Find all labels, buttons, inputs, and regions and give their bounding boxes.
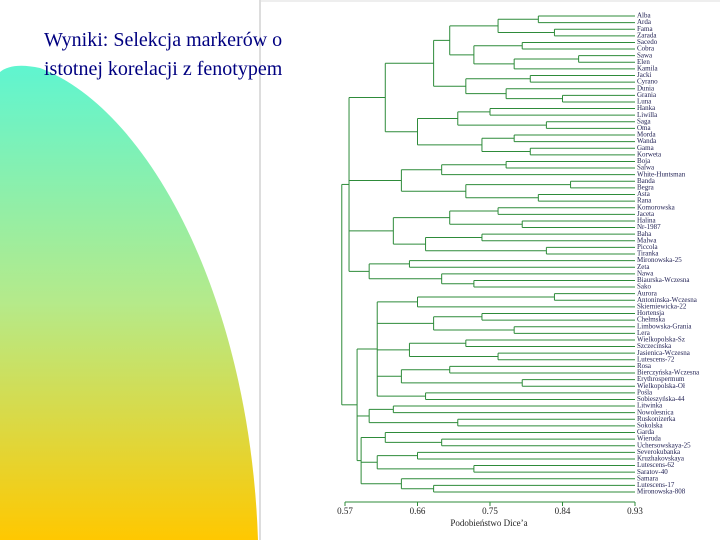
- title-line: Wyniki: Selekcja markerów o: [44, 29, 282, 51]
- leaf-label: Nr-1987: [637, 223, 661, 231]
- x-tick-label: 0.66: [410, 506, 426, 516]
- leaf-label: Rosa: [637, 362, 652, 370]
- leaf-label: Litwinka: [637, 402, 663, 410]
- leaf-label: Cobra: [637, 45, 655, 53]
- leaf-label: Lera: [637, 329, 651, 337]
- leaf-label: Sacedo: [637, 38, 658, 46]
- x-tick-label: 0.57: [337, 506, 353, 516]
- leaf-label: Wanda: [637, 137, 657, 145]
- leaf-label: Begra: [637, 183, 655, 191]
- leaf-label: Salwa: [637, 164, 655, 172]
- leaf-label: Szczecinska: [637, 342, 672, 350]
- leaf-label: Boja: [637, 157, 651, 165]
- leaf-label: Lutescens-17: [637, 481, 675, 489]
- leaf-label: Bierczyńska-Wczesna: [637, 369, 700, 377]
- leaf-label: Jaceta: [637, 210, 655, 218]
- leaf-label: Pośla: [637, 388, 653, 396]
- leaf-label: Tiranka: [637, 250, 659, 258]
- leaf-label: Sawa: [637, 51, 653, 59]
- leaf-label: White-Huntsman: [637, 170, 686, 178]
- leaf-label: Malwa: [637, 236, 657, 244]
- leaf-label: Elen: [637, 58, 650, 66]
- leaf-label: Lutescens-62: [637, 461, 675, 469]
- leaf-label: Wieruda: [637, 435, 662, 443]
- leaf-label: Uchersowskaya-25: [637, 441, 691, 449]
- leaf-label: Luna: [637, 98, 652, 106]
- leaf-label: Severokubanka: [637, 448, 681, 456]
- leaf-label: Halina: [637, 217, 657, 225]
- leaf-label: Alba: [637, 12, 652, 20]
- leaf-label: Saga: [637, 117, 652, 125]
- leaf-label: Morda: [637, 131, 657, 139]
- leaf-label: Skierniewicka-22: [637, 302, 687, 310]
- leaf-label: Arda: [637, 18, 652, 26]
- leaf-label: Limbowska-Grania: [637, 322, 692, 330]
- leaf-label: Lutescens-72: [637, 355, 675, 363]
- leaf-label: Fama: [637, 25, 653, 33]
- leaf-label: Kamila: [637, 64, 658, 72]
- leaf-label: Nawa: [637, 269, 654, 277]
- leaf-label: Biaurska-Wczesna: [637, 276, 690, 284]
- leaf-label: Sobieszyńska-44: [637, 395, 685, 403]
- leaf-label: Ruskonizerka: [637, 415, 676, 423]
- leaf-label: Jasienica-Wczesna: [637, 349, 691, 357]
- leaf-label: Sako: [637, 283, 652, 291]
- leaf-label: Grania: [637, 91, 657, 99]
- leaf-label: Mironowska-25: [637, 256, 682, 264]
- leaf-label: Erythrospermum: [637, 375, 685, 383]
- leaf-label: Chełmska: [637, 316, 666, 324]
- title-line: istotnej korelacji z fenotypem: [44, 58, 283, 80]
- leaf-label: Antoninska-Wczesna: [637, 296, 698, 304]
- leaf-label: Liwilla: [637, 111, 658, 119]
- leaf-label: Piccola: [637, 243, 658, 251]
- leaf-label: Oma: [637, 124, 652, 132]
- leaf-label: Aurora: [637, 289, 658, 297]
- leaf-label: Nowolesnica: [637, 408, 674, 416]
- leaf-label: Zeta: [637, 263, 650, 271]
- leaf-label: Zarada: [637, 31, 657, 39]
- leaf-label: Samara: [637, 474, 659, 482]
- x-tick-label: 0.84: [555, 506, 571, 516]
- leaf-label: Komorowska: [637, 203, 676, 211]
- leaf-label: Banda: [637, 177, 656, 185]
- decoration: [0, 65, 258, 540]
- leaf-label: Kruzhakovskaya: [637, 455, 685, 463]
- leaf-label: Cyrano: [637, 78, 658, 86]
- leaf-label: Korweta: [637, 150, 662, 158]
- leaf-label: Hortensja: [637, 309, 665, 317]
- leaf-label: Wielkopolska-Sz: [637, 336, 685, 344]
- leaf-label: Wielkopolska-Oł: [637, 382, 685, 390]
- leaf-label: Mironowska-808: [637, 488, 686, 496]
- x-tick-label: 0.75: [482, 506, 498, 516]
- leaf-label: Hanka: [637, 104, 656, 112]
- leaf-label: Rana: [637, 197, 652, 205]
- x-tick-label: 0.93: [627, 506, 643, 516]
- leaf-label: Jacki: [637, 71, 651, 79]
- leaf-label: Asta: [637, 190, 651, 198]
- leaf-label: Garda: [637, 428, 655, 436]
- leaf-label: Gama: [637, 144, 655, 152]
- leaf-label: Sokolska: [637, 421, 664, 429]
- x-axis-label: Podobieństwo Dice’a: [450, 518, 527, 528]
- leaf-label: Saratov-40: [637, 468, 668, 476]
- leaf-label: Dunia: [637, 84, 655, 92]
- leaf-label: Baha: [637, 230, 652, 238]
